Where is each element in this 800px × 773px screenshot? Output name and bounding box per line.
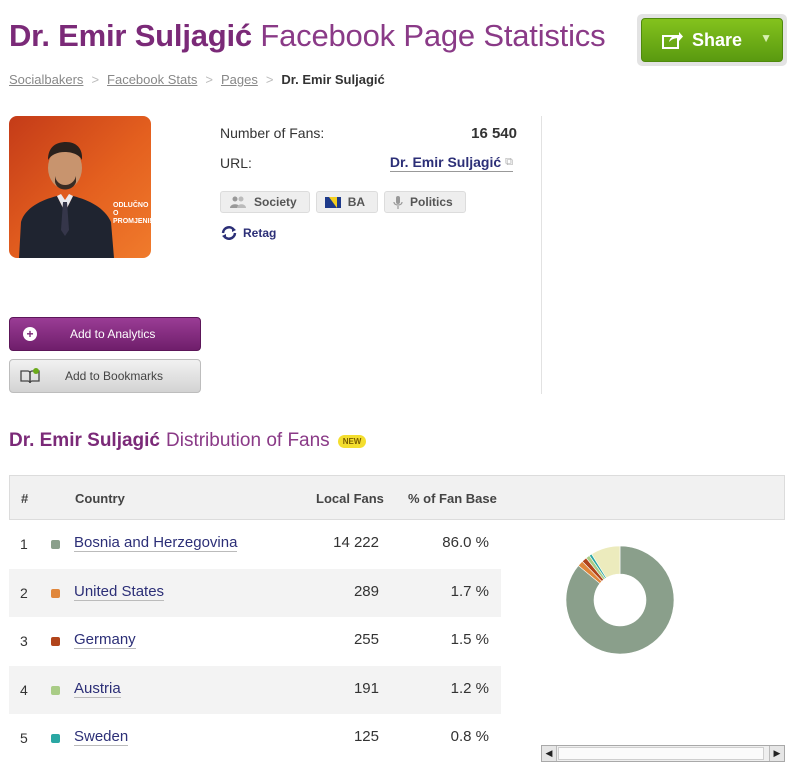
chevron-down-icon[interactable]: ▼ [760, 31, 772, 45]
table-row: 1 Bosnia and Herzegovina 14 222 86.0 % [9, 520, 501, 569]
pie-slice-bosnia-and-herzegovina [565, 545, 675, 655]
distribution-table: 1 Bosnia and Herzegovina 14 222 86.0 % 2… [9, 520, 501, 763]
table-row: 4 Austria 191 1.2 % [9, 665, 501, 714]
flag-ba-icon [324, 196, 341, 208]
breadcrumb-facebook-stats[interactable]: Facebook Stats [107, 72, 198, 87]
refresh-icon [221, 226, 237, 240]
retag-label: Retag [243, 226, 277, 240]
scrollbar-thumb[interactable] [558, 747, 764, 760]
country-link[interactable]: Bosnia and Herzegovina [74, 534, 238, 552]
profile-image-text-line1: ODLUČNO [113, 202, 149, 209]
add-to-analytics-label: Add to Analytics [70, 327, 156, 341]
horizontal-scrollbar[interactable]: ◀ ▶ [541, 745, 785, 762]
column-header-rank: # [21, 491, 29, 506]
share-icon [662, 32, 683, 49]
tag-society[interactable]: Society [220, 191, 310, 213]
table-row: 2 United States 289 1.7 % [9, 568, 501, 617]
scroll-left-arrow-icon[interactable]: ◀ [542, 746, 557, 761]
breadcrumb-socialbakers[interactable]: Socialbakers [9, 72, 84, 87]
column-header-pct-fan-base: % of Fan Base [408, 491, 497, 506]
country-link[interactable]: Germany [74, 631, 136, 649]
row-local-fans: 14 222 [333, 534, 379, 551]
new-badge: NEW [337, 434, 367, 448]
row-pct: 0.8 % [450, 728, 489, 745]
row-rank: 4 [20, 681, 28, 698]
legend-swatch [51, 540, 60, 549]
microphone-icon [393, 195, 403, 209]
bookmark-book-icon [20, 368, 40, 384]
tag-country-label: BA [347, 195, 366, 209]
row-pct: 86.0 % [442, 534, 489, 551]
row-pct: 1.5 % [450, 631, 489, 648]
legend-swatch [51, 637, 60, 646]
column-header-local-fans: Local Fans [316, 491, 384, 506]
row-local-fans: 191 [353, 679, 379, 697]
tag-country[interactable]: BA [315, 191, 379, 213]
legend-swatch [51, 685, 60, 695]
url-label: URL: [220, 155, 252, 171]
profile-image-text-line2: O PROMJENI! [113, 210, 151, 225]
pie-slice-other [591, 545, 621, 579]
chevron-right-icon: > [205, 72, 213, 87]
row-rank: 2 [20, 584, 28, 601]
page-title: Dr. Emir Suljagić Facebook Page Statisti… [9, 18, 606, 54]
retag-link[interactable]: Retag [221, 226, 276, 240]
legend-swatch [51, 588, 60, 598]
row-rank: 3 [20, 633, 28, 649]
distribution-title-rest: Distribution of Fans [166, 430, 330, 451]
url-row: URL: Dr. Emir Suljagić ⧉ [220, 148, 520, 178]
breadcrumb-current: Dr. Emir Suljagić [281, 72, 385, 87]
fan-distribution-donut-chart [565, 545, 675, 655]
add-to-bookmarks-label: Add to Bookmarks [65, 369, 164, 383]
page-title-name: Dr. Emir Suljagić [9, 18, 252, 53]
share-button[interactable]: Share ▼ [641, 18, 783, 62]
person-silhouette-icon [19, 142, 114, 258]
table-row: 5 Sweden 125 0.8 % [9, 714, 501, 763]
add-to-bookmarks-button[interactable]: Add to Bookmarks [9, 359, 201, 393]
row-pct: 1.7 % [450, 582, 489, 600]
share-button-container: Share ▼ [637, 14, 787, 66]
page-info: Number of Fans: 16 540 URL: Dr. Emir Sul… [220, 118, 520, 178]
profile-image-text: ODLUČNO O PROMJENI! [113, 202, 151, 226]
table-row: 3 Germany 255 1.5 % [9, 617, 501, 666]
share-label: Share [692, 29, 743, 50]
column-header-country: Country [75, 491, 125, 506]
country-link[interactable]: Sweden [74, 728, 129, 746]
row-pct: 1.2 % [450, 679, 489, 697]
tag-politics[interactable]: Politics [384, 191, 466, 213]
legend-swatch [51, 734, 60, 743]
external-link-icon: ⧉ [505, 155, 513, 168]
chevron-right-icon: > [265, 72, 274, 87]
add-to-analytics-button[interactable]: + Add to Analytics [9, 317, 201, 351]
fans-value: 16 540 [471, 124, 517, 142]
row-local-fans: 255 [353, 631, 379, 648]
distribution-title: Dr. Emir Suljagić Distribution of Fans N… [9, 430, 367, 452]
page-title-rest: Facebook Page Statistics [260, 18, 606, 53]
breadcrumb-pages[interactable]: Pages [220, 72, 258, 87]
country-link[interactable]: Austria [74, 679, 121, 698]
row-local-fans: 289 [353, 582, 379, 600]
profile-picture: ODLUČNO O PROMJENI! [9, 116, 151, 258]
plus-icon: + [23, 327, 37, 341]
vertical-divider [541, 116, 542, 394]
distribution-title-name: Dr. Emir Suljagić [9, 430, 160, 451]
scroll-right-arrow-icon[interactable]: ▶ [769, 746, 784, 761]
tag-society-label: Society [254, 195, 297, 209]
breadcrumb: Socialbakers > Facebook Stats > Pages > … [9, 72, 385, 87]
tag-list: Society BA Politics [220, 191, 466, 213]
table-header: # Country Local Fans % of Fan Base [9, 475, 785, 520]
people-icon [230, 196, 246, 208]
url-link[interactable]: Dr. Emir Suljagić ⧉ [389, 154, 513, 172]
chevron-right-icon: > [91, 72, 100, 87]
tag-politics-label: Politics [410, 195, 453, 209]
country-link[interactable]: United States [74, 582, 165, 601]
fans-label: Number of Fans: [220, 125, 325, 141]
row-local-fans: 125 [353, 728, 379, 745]
fans-row: Number of Fans: 16 540 [220, 118, 520, 148]
row-rank: 5 [20, 730, 28, 746]
url-link-text: Dr. Emir Suljagić [389, 154, 502, 170]
row-rank: 1 [20, 536, 28, 552]
